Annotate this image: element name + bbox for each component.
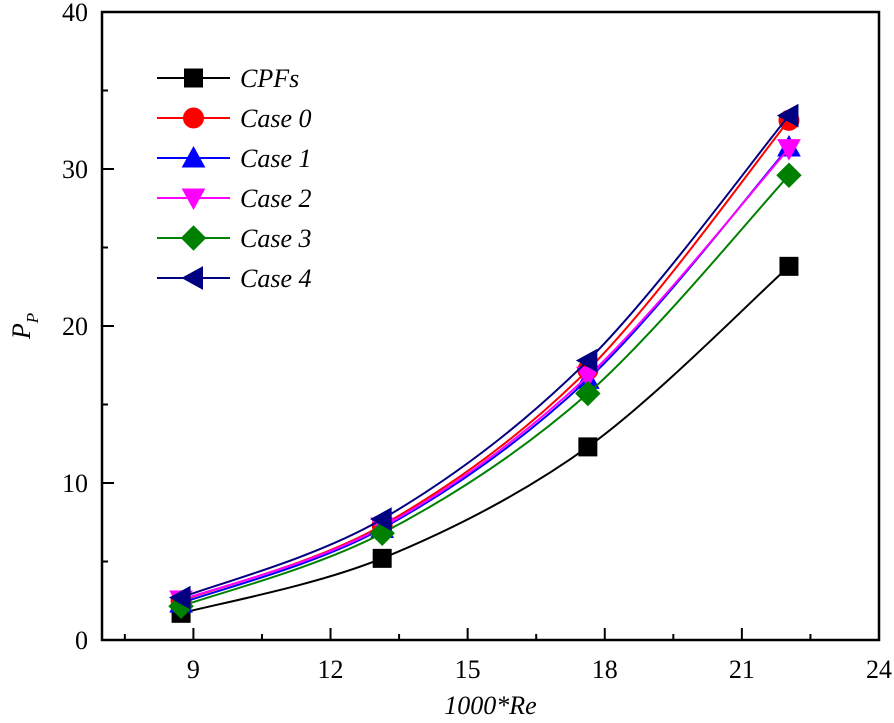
y-tick-label: 30 <box>62 155 88 184</box>
series-line <box>180 147 790 601</box>
data-point <box>576 366 600 389</box>
x-tick-label: 15 <box>455 655 481 684</box>
x-axis-title: 1000*Re <box>444 691 536 720</box>
data-point <box>575 380 601 407</box>
y-axis-title-main: P <box>7 323 36 340</box>
series-case-4 <box>169 103 799 610</box>
series-line <box>180 265 790 615</box>
legend-item: Case 4 <box>157 264 312 293</box>
series-case-3 <box>168 162 802 619</box>
legend-marker <box>184 68 203 88</box>
legend-label: Case 3 <box>240 224 312 253</box>
legend-label: Case 4 <box>240 264 312 293</box>
ticks-layer: 9 12 15 18 21 24 0 10 20 30 40 <box>62 0 892 684</box>
plot-frame <box>100 10 881 642</box>
y-axis-title: PP <box>7 313 42 340</box>
legend-marker <box>181 145 206 168</box>
legend-label: Case 1 <box>240 144 312 173</box>
data-point <box>776 103 799 128</box>
legend-item: Case 1 <box>157 144 312 173</box>
y-tick-label: 20 <box>62 312 88 341</box>
series-cpfs <box>171 256 799 623</box>
x-tick-label: 9 <box>187 655 200 684</box>
legend-item: Case 2 <box>157 184 312 213</box>
data-point <box>370 507 392 531</box>
y-tick-label: 40 <box>62 0 88 27</box>
legend-item: Case 3 <box>157 224 312 253</box>
data-point <box>578 437 598 457</box>
y-axis-title-text: PP <box>7 313 42 340</box>
legend: CPFs Case 0 Case 1 Case 2 Case 3 Case 4 <box>157 64 312 293</box>
x-tick-label: 21 <box>729 655 755 684</box>
x-tick-label: 12 <box>318 655 344 684</box>
legend-marker <box>181 266 203 290</box>
y-tick-label: 10 <box>62 469 88 498</box>
x-tick-label: 24 <box>866 655 892 684</box>
legend-label: Case 2 <box>240 184 312 213</box>
data-point <box>575 348 598 373</box>
series-line <box>180 174 790 608</box>
legend-label: CPFs <box>240 64 299 93</box>
series-line <box>180 146 790 605</box>
series-layer <box>168 103 802 623</box>
data-point <box>779 256 799 276</box>
legend-item: Case 0 <box>157 104 312 133</box>
legend-marker <box>183 107 204 129</box>
legend-marker <box>181 188 206 211</box>
legend-marker <box>180 225 207 251</box>
data-point <box>169 585 191 610</box>
data-point <box>776 162 802 188</box>
legend-item: CPFs <box>157 64 299 93</box>
y-axis-title-subscript: P <box>23 313 42 324</box>
legend-label: Case 0 <box>240 104 312 133</box>
data-point <box>372 548 392 568</box>
series-line <box>180 114 790 599</box>
y-tick-label: 0 <box>75 626 88 655</box>
data-point <box>777 139 801 161</box>
x-tick-label: 18 <box>592 655 618 684</box>
